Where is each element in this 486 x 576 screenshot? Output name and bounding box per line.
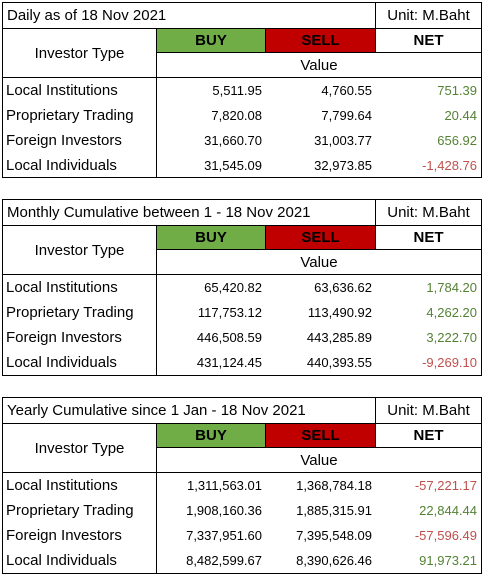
monthly-table: Monthly Cumulative between 1 - 18 Nov 20… bbox=[2, 199, 482, 376]
buy-value: 65,420.82 bbox=[204, 280, 262, 295]
buy-header: BUY bbox=[157, 29, 266, 53]
sell-value: 1,368,784.18 bbox=[296, 478, 372, 493]
investor-type-header: Investor Type bbox=[3, 226, 157, 275]
table-title: Yearly Cumulative since 1 Jan - 18 Nov 2… bbox=[3, 398, 376, 423]
buy-header: BUY bbox=[157, 226, 266, 250]
net-value: 4,262.20 bbox=[426, 305, 477, 320]
table-row: Proprietary Trading 117,753.12 113,490.9… bbox=[3, 300, 481, 325]
buy-value: 7,820.08 bbox=[211, 108, 262, 123]
yearly-table: Yearly Cumulative since 1 Jan - 18 Nov 2… bbox=[2, 397, 482, 574]
investor-name: Proprietary Trading bbox=[3, 103, 157, 128]
investor-name: Foreign Investors bbox=[3, 523, 157, 548]
investor-name: Local Individuals bbox=[3, 153, 157, 177]
net-value: 3,222.70 bbox=[426, 330, 477, 345]
value-header: Value bbox=[300, 253, 338, 271]
column-header-row: Investor Type BUY SELL NET bbox=[3, 226, 481, 275]
daily-table: Daily as of 18 Nov 2021 Unit: M.Baht Inv… bbox=[2, 2, 482, 178]
net-header: NET bbox=[376, 29, 481, 53]
sell-header: SELL bbox=[266, 29, 376, 53]
sell-value: 7,395,548.09 bbox=[296, 528, 372, 543]
unit-label: Unit: M.Baht bbox=[387, 204, 470, 221]
investor-name: Local Individuals bbox=[3, 548, 157, 573]
investor-name: Foreign Investors bbox=[3, 128, 157, 153]
table-row: Local Individuals 31,545.09 32,973.85 -1… bbox=[3, 153, 481, 177]
sell-value: 1,885,315.91 bbox=[296, 503, 372, 518]
table-row: Local Individuals 431,124.45 440,393.55 … bbox=[3, 350, 481, 375]
buy-value: 31,545.09 bbox=[204, 157, 262, 173]
buy-value: 446,508.59 bbox=[196, 330, 262, 345]
net-value: -1,428.76 bbox=[422, 157, 477, 173]
investor-name: Local Institutions bbox=[3, 473, 157, 498]
sell-value: 31,003.77 bbox=[314, 133, 372, 148]
column-header-row: Investor Type BUY SELL NET bbox=[3, 29, 481, 78]
net-value: 656.92 bbox=[437, 133, 477, 148]
table-title-row: Monthly Cumulative between 1 - 18 Nov 20… bbox=[3, 200, 481, 226]
buy-value: 5,511.95 bbox=[212, 83, 262, 98]
net-value: 22,844.44 bbox=[419, 503, 477, 518]
net-value: 91,973.21 bbox=[419, 553, 477, 568]
buy-value: 8,482,599.67 bbox=[186, 553, 262, 568]
table-row: Foreign Investors 31,660.70 31,003.77 65… bbox=[3, 128, 481, 153]
net-value: -9,269.10 bbox=[422, 355, 477, 370]
investor-name: Foreign Investors bbox=[3, 325, 157, 350]
table-title: Monthly Cumulative between 1 - 18 Nov 20… bbox=[3, 200, 376, 225]
investor-name: Local Institutions bbox=[3, 275, 157, 300]
value-header: Value bbox=[300, 56, 338, 74]
unit-label: Unit: M.Baht bbox=[387, 7, 470, 24]
value-header-row: Value bbox=[3, 250, 481, 275]
sell-value: 8,390,626.46 bbox=[296, 553, 372, 568]
net-value: -57,221.17 bbox=[414, 478, 477, 493]
net-value: 20.44 bbox=[444, 108, 477, 123]
investor-type-header: Investor Type bbox=[3, 424, 157, 473]
buy-value: 31,660.70 bbox=[204, 133, 262, 148]
table-title: Daily as of 18 Nov 2021 bbox=[3, 3, 376, 28]
net-header: NET bbox=[376, 424, 481, 448]
sell-value: 113,490.92 bbox=[307, 305, 372, 320]
investor-name: Proprietary Trading bbox=[3, 300, 157, 325]
value-header-row: Value bbox=[3, 448, 481, 473]
buy-value: 1,908,160.36 bbox=[186, 503, 262, 518]
column-header-row: Investor Type BUY SELL NET bbox=[3, 424, 481, 473]
buy-header: BUY bbox=[157, 424, 266, 448]
table-title-row: Yearly Cumulative since 1 Jan - 18 Nov 2… bbox=[3, 398, 481, 424]
value-header: Value bbox=[300, 451, 338, 469]
table-row: Local Institutions 5,511.95 4,760.55 751… bbox=[3, 78, 481, 103]
unit-label: Unit: M.Baht bbox=[387, 402, 470, 419]
sell-header: SELL bbox=[266, 226, 376, 250]
sell-value: 4,760.55 bbox=[321, 83, 372, 98]
net-value: 1,784.20 bbox=[426, 280, 477, 295]
sell-value: 440,393.55 bbox=[306, 355, 372, 370]
table-row: Local Individuals 8,482,599.67 8,390,626… bbox=[3, 548, 481, 573]
net-value: -57,596.49 bbox=[414, 528, 477, 543]
buy-value: 7,337,951.60 bbox=[186, 528, 262, 543]
table-row: Local Institutions 1,311,563.01 1,368,78… bbox=[3, 473, 481, 498]
table-row: Foreign Investors 7,337,951.60 7,395,548… bbox=[3, 523, 481, 548]
investor-name: Local Institutions bbox=[3, 78, 157, 103]
sell-header: SELL bbox=[266, 424, 376, 448]
table-row: Foreign Investors 446,508.59 443,285.89 … bbox=[3, 325, 481, 350]
buy-value: 1,311,563.01 bbox=[187, 478, 262, 493]
buy-value: 117,753.12 bbox=[197, 305, 262, 320]
table-row: Proprietary Trading 1,908,160.36 1,885,3… bbox=[3, 498, 481, 523]
sell-value: 32,973.85 bbox=[314, 157, 372, 173]
buy-value: 431,124.45 bbox=[196, 355, 262, 370]
value-header-row: Value bbox=[3, 53, 481, 78]
investor-name: Proprietary Trading bbox=[3, 498, 157, 523]
net-value: 751.39 bbox=[437, 83, 477, 98]
investor-name: Local Individuals bbox=[3, 350, 157, 375]
net-header: NET bbox=[376, 226, 481, 250]
table-title-row: Daily as of 18 Nov 2021 Unit: M.Baht bbox=[3, 3, 481, 29]
sell-value: 7,799.64 bbox=[321, 108, 372, 123]
sell-value: 443,285.89 bbox=[306, 330, 372, 345]
investor-type-header: Investor Type bbox=[3, 29, 157, 78]
table-row: Local Institutions 65,420.82 63,636.62 1… bbox=[3, 275, 481, 300]
table-row: Proprietary Trading 7,820.08 7,799.64 20… bbox=[3, 103, 481, 128]
sell-value: 63,636.62 bbox=[314, 280, 372, 295]
